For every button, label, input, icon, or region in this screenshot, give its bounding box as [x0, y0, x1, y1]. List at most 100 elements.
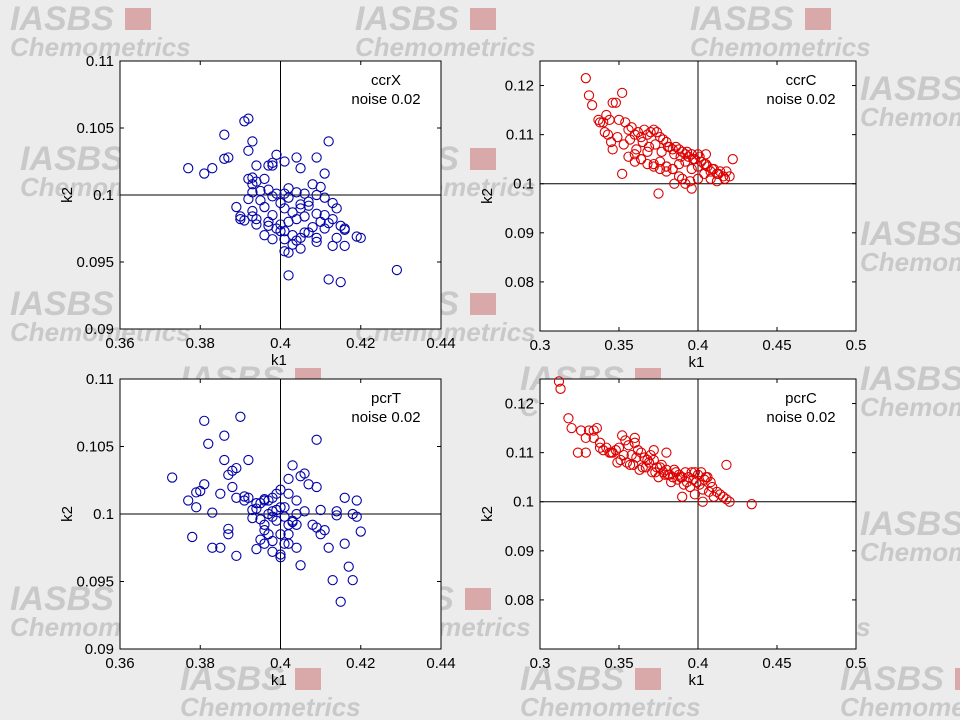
data-point [323, 274, 334, 285]
data-point [677, 146, 688, 157]
data-point [598, 445, 609, 456]
watermark-line1: IASBS [860, 215, 960, 253]
data-point [279, 511, 290, 522]
y-tick-label: 0.09 [505, 225, 534, 242]
data-point [323, 136, 334, 147]
data-point [700, 158, 712, 170]
data-point [615, 454, 626, 466]
y-tick-label: 0.1 [93, 187, 114, 204]
data-point [215, 542, 226, 553]
data-point [605, 447, 617, 458]
data-point [692, 161, 704, 172]
data-point [591, 422, 603, 434]
data-point [291, 152, 302, 163]
data-point [267, 157, 278, 168]
data-point [688, 154, 699, 165]
watermark-line1: IASBS [10, 0, 114, 38]
data-point [629, 437, 640, 448]
data-point [648, 158, 659, 170]
data-point [207, 163, 218, 174]
data-point [647, 467, 658, 478]
data-point [689, 489, 700, 500]
data-point [653, 188, 664, 199]
data-point [580, 73, 591, 84]
watermark-line1: IASBS [355, 0, 459, 38]
x-tick-label: 0.42 [346, 335, 375, 352]
data-point [283, 270, 294, 281]
data-point [259, 230, 270, 241]
data-point [311, 434, 322, 445]
data-point [267, 546, 278, 557]
data-point [629, 156, 640, 167]
data-point [271, 149, 282, 160]
x-tick-label: 0.44 [426, 655, 455, 672]
y-tick-label: 0.105 [76, 439, 114, 456]
y-tick-label: 0.1 [513, 494, 534, 511]
data-point [219, 430, 230, 441]
data-point [223, 152, 234, 163]
data-point [714, 489, 726, 500]
data-point [291, 187, 302, 198]
data-point [315, 181, 326, 193]
data-point [347, 575, 358, 586]
data-point [642, 129, 653, 140]
data-point [642, 146, 653, 157]
data-point [583, 90, 595, 101]
data-point [203, 438, 214, 449]
data-point [291, 542, 302, 553]
data-point [331, 203, 342, 214]
data-point [654, 163, 666, 175]
watermark-line2: Chemometrics [860, 537, 960, 567]
data-point [648, 161, 659, 172]
data-point [707, 163, 718, 175]
data-point [319, 192, 330, 203]
data-point [259, 201, 270, 213]
data-point [327, 575, 338, 586]
annotation-noise: noise 0.02 [766, 91, 835, 108]
data-point [654, 156, 666, 167]
watermark-line1: IASBS [860, 505, 960, 543]
data-point [681, 146, 693, 157]
data-point [673, 158, 685, 170]
data-point [223, 529, 234, 540]
data-point [593, 114, 604, 126]
x-tick-label: 0.4 [270, 335, 291, 352]
data-point [705, 173, 716, 184]
data-point [727, 154, 738, 165]
data-point [351, 495, 362, 506]
y-tick-label: 0.09 [505, 543, 534, 560]
watermark-line2: Chemometrics [840, 692, 960, 720]
watermark-line2: Chemometrics [690, 32, 871, 62]
data-point [231, 462, 242, 474]
data-point [613, 114, 625, 126]
data-point [675, 472, 686, 483]
data-point [684, 481, 696, 493]
data-point [661, 447, 672, 458]
data-point [267, 191, 278, 202]
data-point [299, 211, 310, 222]
data-point [287, 239, 298, 250]
data-point [692, 173, 704, 184]
data-point [335, 276, 346, 288]
data-point [642, 158, 653, 170]
data-point [648, 124, 659, 135]
data-point [586, 100, 598, 111]
data-point [311, 522, 322, 533]
x-tick-label: 0.4 [270, 655, 291, 672]
data-point [355, 526, 366, 537]
y-tick-label: 0.11 [506, 127, 534, 144]
data-point [648, 445, 659, 456]
data-point [667, 144, 678, 155]
data-point [648, 454, 659, 466]
data-point [291, 495, 302, 506]
data-point [563, 413, 574, 424]
data-point [631, 452, 642, 463]
data-point [623, 124, 634, 135]
x-tick-label: 0.45 [762, 655, 791, 672]
data-point [247, 512, 258, 524]
data-point [275, 226, 286, 237]
data-point [691, 476, 702, 488]
